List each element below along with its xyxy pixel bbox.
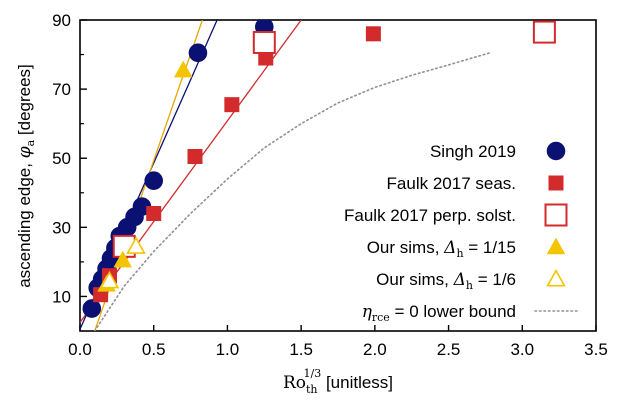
legend-symbol-outline: [544, 203, 568, 227]
series-5-point: [126, 236, 146, 254]
series-3-point-outline: [252, 30, 276, 54]
x-tick-label: 1.0: [216, 340, 240, 359]
plot-frame: [79, 19, 597, 332]
axis-titles: Roth1/3 [unitless] ascending edge, φa [de…: [15, 64, 393, 396]
series-3-point: [252, 30, 276, 54]
legend-item-3: Faulk 2017 perp. solst.: [344, 203, 568, 227]
y-axis-title: ascending edge, φa [degrees]: [15, 64, 37, 288]
x-tick-label: 3.0: [510, 340, 534, 359]
series-2-point: [224, 97, 240, 113]
x-tick-label: 0.5: [142, 340, 166, 359]
legend-item-6: ηrce = 0 lower bound: [362, 302, 579, 324]
legend: Singh 2019 Faulk 2017 seas. Faulk 2017 per…: [344, 141, 579, 324]
series-1-point: [144, 171, 163, 190]
legend-symbol: [546, 237, 566, 255]
legend-symbol: [546, 268, 566, 287]
legend-label: Faulk 2017 perp. solst.: [344, 206, 516, 225]
y-tick-label: 50: [52, 149, 71, 168]
series-4-point: [113, 250, 133, 268]
y-tick-label: 90: [52, 11, 71, 30]
legend-symbol: [546, 141, 566, 161]
series-2-point: [365, 26, 381, 42]
legend-item-4: Our sims, Δh = 1/15: [367, 237, 566, 260]
x-tick-label: 1.5: [289, 340, 313, 359]
series-2-point: [146, 206, 162, 222]
series-2-point: [187, 148, 203, 164]
x-tick-label: 2.5: [437, 340, 461, 359]
x-axis-title: Roth1/3 [unitless]: [283, 367, 393, 396]
legend-symbol: [544, 203, 568, 227]
legend-label: Our sims, Δh = 1/15: [367, 238, 516, 260]
series-4-point: [173, 60, 193, 78]
legend-item-2: Faulk 2017 seas.: [387, 174, 564, 193]
x-tick-label: 2.0: [363, 340, 387, 359]
series-3-point: [532, 20, 556, 44]
legend-item-1: Singh 2019: [430, 141, 566, 161]
legend-label: Our sims, Δh = 1/6: [376, 270, 516, 292]
legend-symbol: [548, 175, 564, 191]
series-1-point: [82, 299, 102, 318]
legend-label: Faulk 2017 seas.: [387, 174, 516, 193]
legend-label: Singh 2019: [430, 142, 516, 161]
series-1-point: [188, 43, 208, 63]
plot-area: [80, 20, 556, 331]
y-tick-label: 30: [52, 218, 71, 237]
x-tick-label: 0.0: [68, 340, 92, 359]
y-tick-label: 10: [52, 287, 71, 306]
series-6-line: [93, 52, 491, 331]
series-5-point: [99, 270, 120, 289]
legend-label: ηrce = 0 lower bound: [362, 302, 516, 324]
series-3-point-outline: [532, 20, 556, 44]
y-tick-label: 70: [52, 80, 71, 99]
axes: 0.0 0.5 1.0 1.5 2.0 2.5 3.0 3.5 10 30 50 70 90: [52, 11, 608, 359]
x-tick-label: 3.5: [584, 340, 608, 359]
legend-item-5: Our sims, Δh = 1/6: [376, 268, 566, 292]
